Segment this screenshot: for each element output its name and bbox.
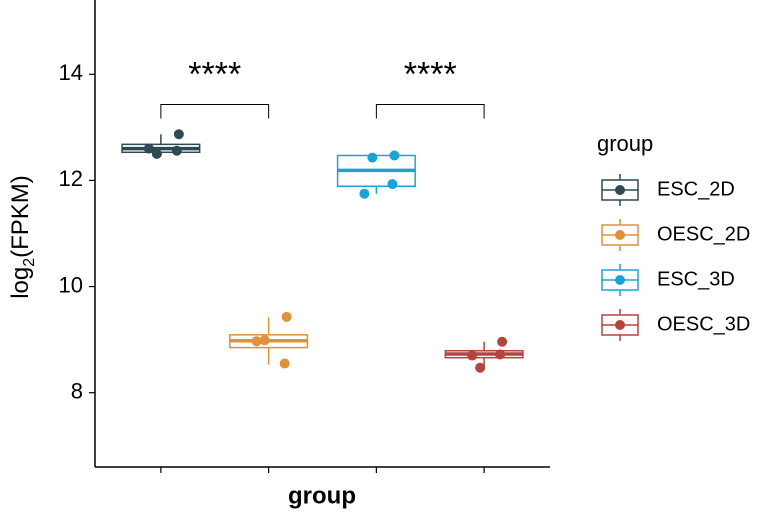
legend-label: OESC_3D [657, 313, 750, 335]
legend-key-point [615, 230, 625, 240]
data-point [359, 188, 370, 199]
data-point [281, 311, 292, 322]
data-point [251, 336, 262, 347]
legend-title: group [597, 131, 653, 156]
y-axis-label: log2(FPKM) [7, 175, 38, 299]
significance-label: **** [188, 56, 241, 94]
data-point [151, 148, 162, 159]
data-point [467, 350, 478, 361]
legend-label: ESC_3D [657, 268, 735, 290]
significance-bracket [160, 104, 270, 119]
data-point [495, 349, 506, 360]
y-tick-label: 12 [59, 166, 83, 191]
data-point [497, 336, 508, 347]
y-tick-label: 8 [71, 379, 83, 404]
data-point [279, 358, 290, 369]
data-point [259, 335, 270, 346]
data-point [143, 143, 154, 154]
legend-key-point [615, 275, 625, 285]
significance-bracket [375, 104, 485, 119]
y-tick-label: 10 [59, 272, 83, 297]
data-point [475, 362, 486, 373]
y-tick-label: 14 [59, 60, 83, 85]
x-axis-label: group [288, 482, 356, 509]
legend-label: OESC_2D [657, 223, 750, 245]
data-point [367, 152, 378, 163]
data-point [387, 179, 398, 190]
legend-key-point [615, 320, 625, 330]
data-point [389, 150, 400, 161]
legend-key-point [615, 185, 625, 195]
data-point [173, 129, 184, 140]
legend-label: ESC_2D [657, 178, 735, 200]
data-point [171, 145, 182, 156]
significance-label: **** [404, 56, 457, 94]
